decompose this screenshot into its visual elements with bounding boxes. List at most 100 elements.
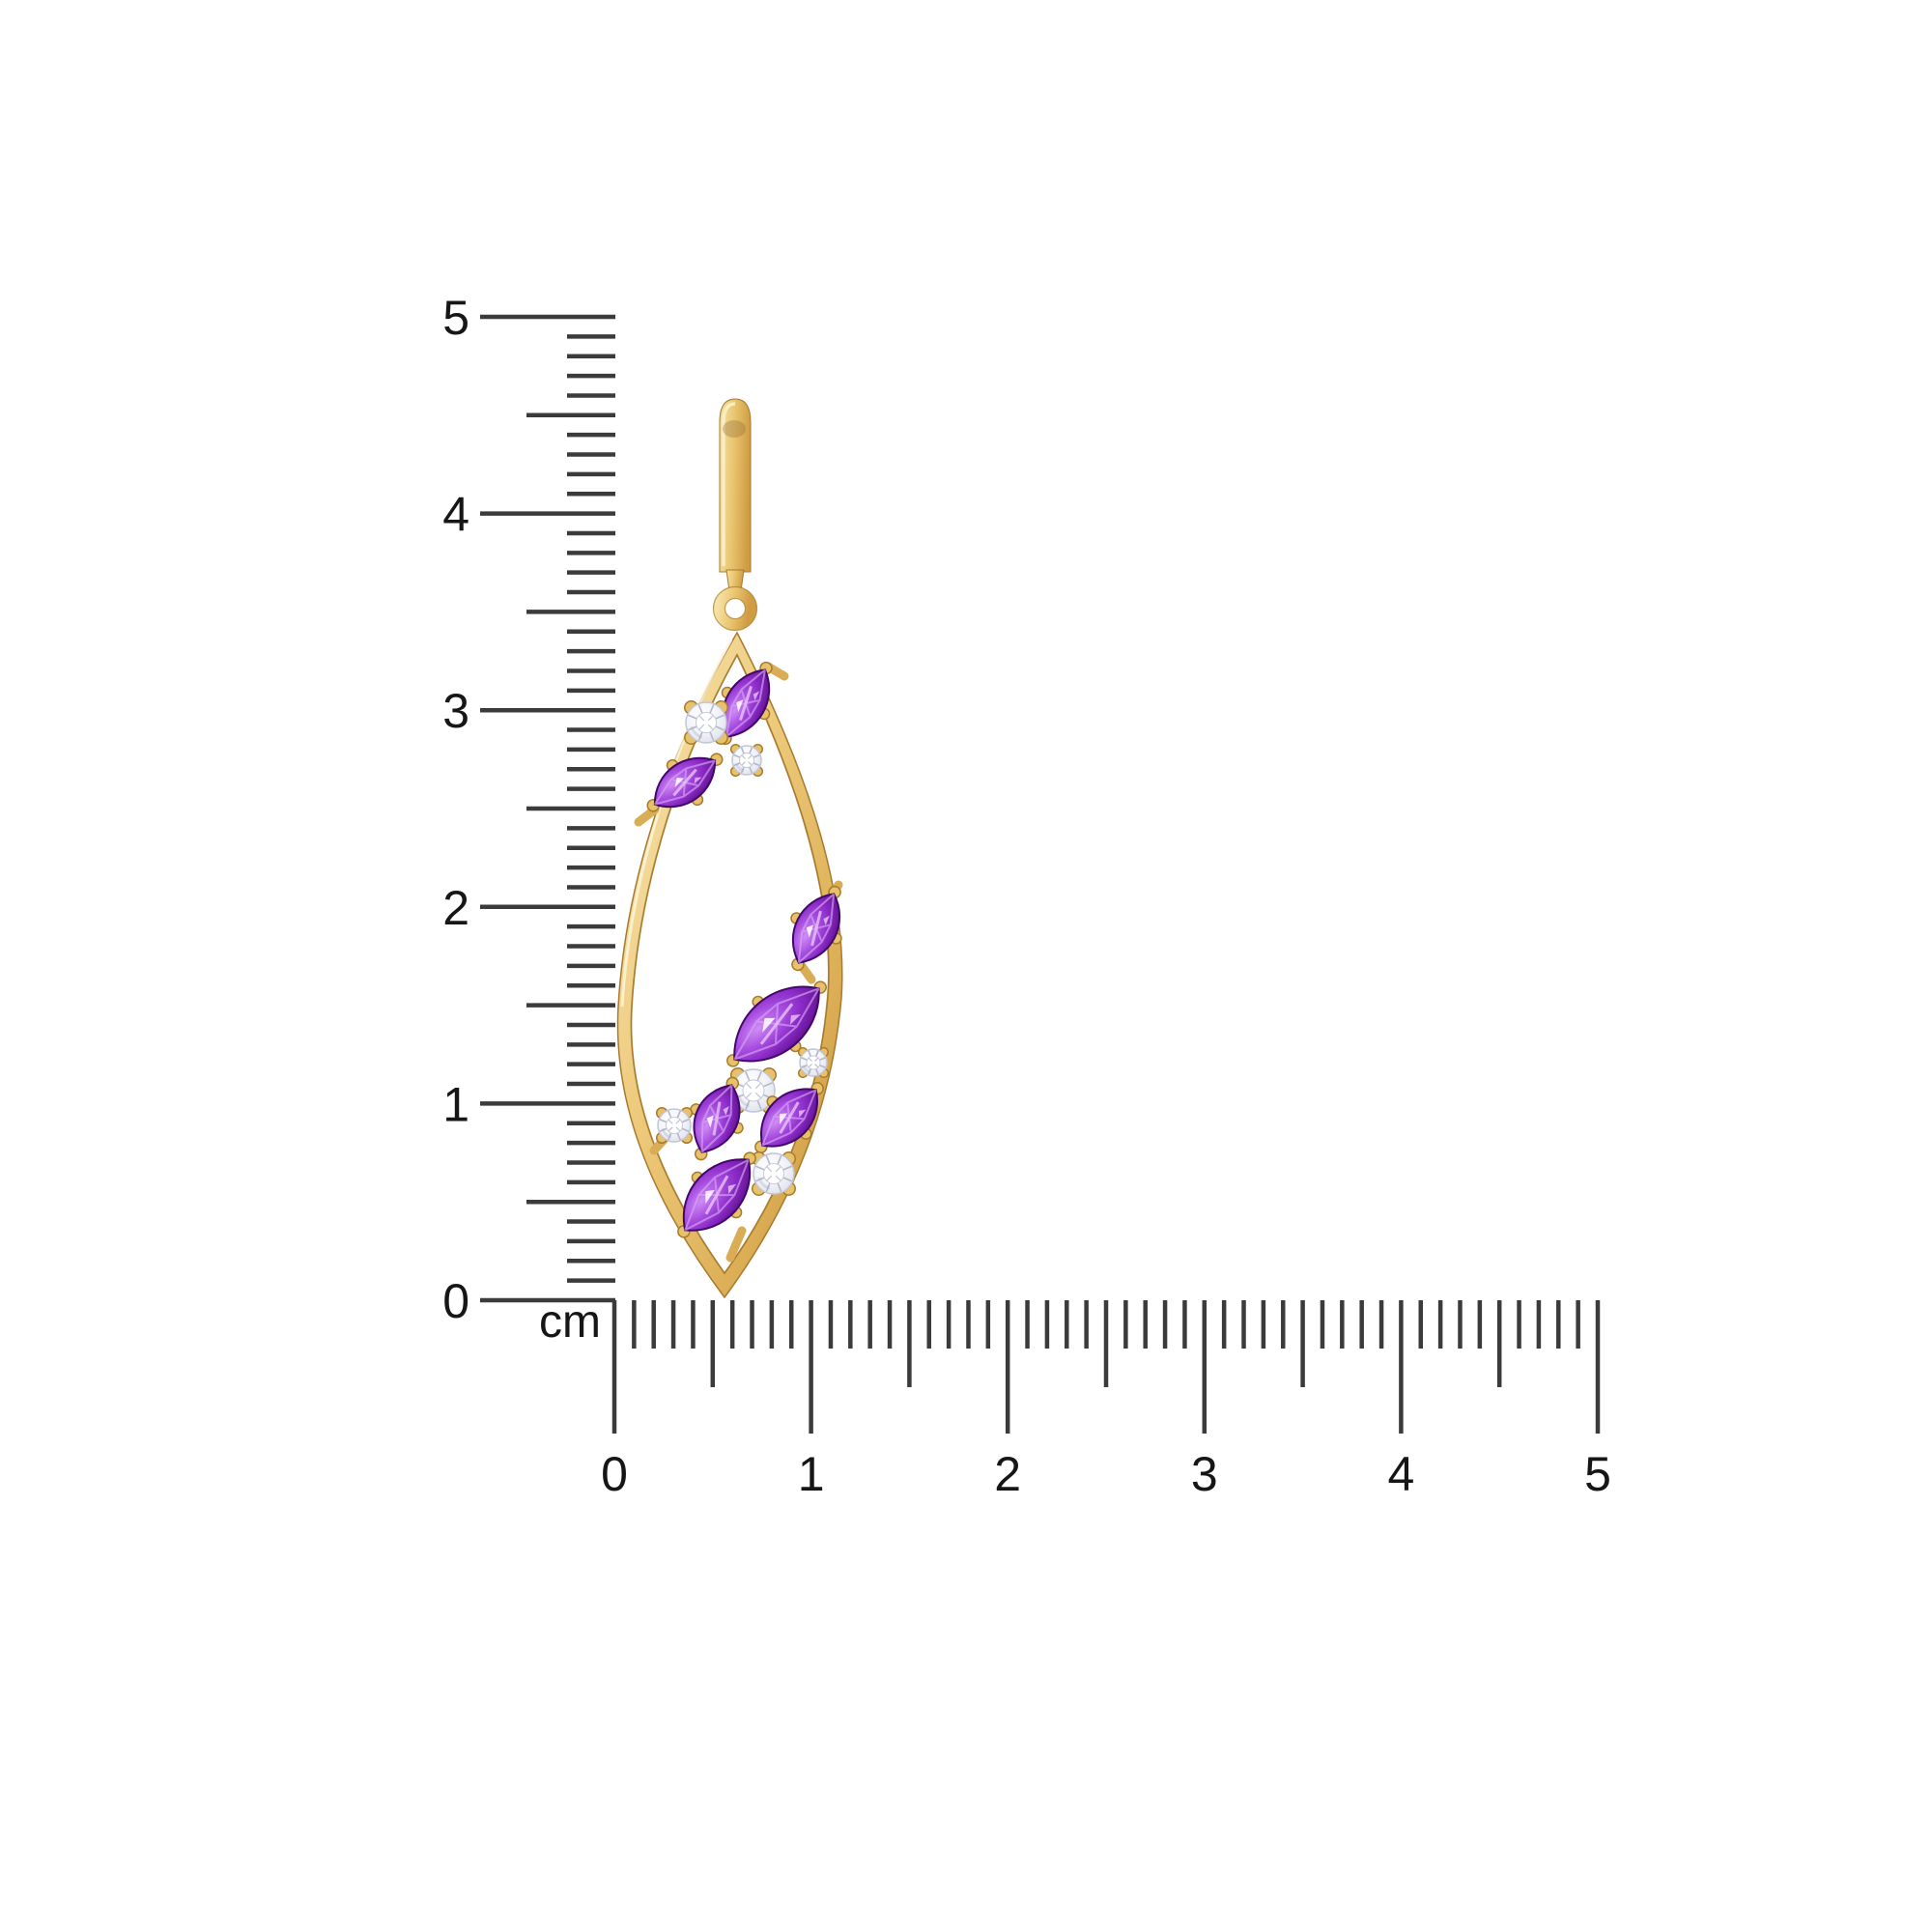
diamond-facet-line: [753, 762, 760, 767]
diamond-facet-line: [782, 1165, 792, 1171]
diamond-table-facet: [808, 1064, 812, 1068]
diamond-facet-line: [668, 1132, 672, 1141]
diamond-facet-line: [782, 1177, 792, 1182]
diamond-facet-line: [749, 747, 753, 754]
diamond-shading: [802, 1065, 811, 1074]
marquise-glint: [736, 699, 744, 713]
marquise-stone: [719, 661, 773, 746]
diamond-facet-line: [688, 714, 697, 720]
diamond-facet-line: [745, 1071, 751, 1082]
diamond-table-facet: [745, 1082, 753, 1090]
marquise-glint: [806, 924, 814, 938]
diamond-table-facet: [668, 1126, 673, 1132]
diamond-facet-line: [801, 1057, 808, 1062]
marquise-facets: [725, 668, 766, 738]
diamond-facet-line: [808, 1068, 812, 1075]
diamond-facet-line: [697, 704, 703, 714]
diamond-table-facet: [675, 1119, 681, 1124]
diamond-facet-line: [755, 1177, 765, 1182]
diamond-facet-line: [740, 747, 745, 754]
diamond-table-facet: [766, 1166, 773, 1173]
diamond-facet-line: [733, 753, 741, 758]
diamond-table-facet: [775, 1175, 781, 1181]
jump-ring: [713, 586, 757, 631]
marquise-glint: [674, 777, 685, 788]
diamond-facet-line: [801, 1064, 808, 1068]
hoop-highlight: [722, 402, 736, 566]
diamond-facet-line: [808, 1050, 812, 1057]
diamond-table-facet: [754, 1092, 762, 1099]
vertical-ruler-number: 1: [442, 1077, 469, 1131]
diamond-stone: [729, 743, 764, 778]
earring-pendant: [616, 398, 843, 1299]
diamond-table-facet: [766, 1175, 773, 1181]
diamond-facet-line: [733, 762, 741, 767]
marquise-streak: [712, 1101, 722, 1136]
marquise-stone: [690, 1076, 744, 1161]
diamond-facet-line: [681, 1119, 690, 1123]
horizontal-ruler-number: 5: [1584, 1447, 1611, 1501]
marquise-facets: [761, 1089, 817, 1147]
diamond-facet-line: [814, 1068, 819, 1075]
stone-cluster: [646, 661, 842, 1238]
diamond-table-facet: [675, 1126, 681, 1132]
diamond-facet-line: [745, 1099, 751, 1110]
diamond-facet-line: [756, 1099, 762, 1110]
marquise-glint: [706, 1115, 714, 1128]
marquise-glint: [798, 1109, 807, 1119]
diamond-facet-line: [777, 1155, 782, 1165]
diamond-table-facet: [775, 1166, 781, 1173]
diamond-stone: [655, 1106, 694, 1145]
diamond-facet-line: [709, 731, 715, 741]
diamond-stone: [752, 1151, 796, 1196]
diamond-facet-line: [715, 725, 724, 731]
diamond-facet-line: [755, 1165, 765, 1171]
marquise-stone: [726, 980, 827, 1067]
diamond-facet-line: [676, 1110, 681, 1119]
diamond-table-facet: [748, 761, 753, 766]
marquise-stone: [754, 1082, 824, 1153]
diamond-table-facet: [741, 754, 746, 759]
horizontal-ruler-number: 0: [601, 1447, 628, 1501]
vertical-ruler-number: 4: [442, 488, 469, 542]
horizontal-ruler-number: 3: [1191, 1447, 1218, 1501]
marquise-glint: [727, 1183, 737, 1195]
gold-connector: [797, 961, 816, 984]
diamond-shading: [757, 1177, 771, 1190]
diamond-table-facet: [741, 761, 746, 766]
vertical-ruler-number: 5: [442, 291, 469, 345]
jump-ring-rim: [724, 597, 747, 620]
gold-connector: [725, 1226, 747, 1263]
marquise-glint: [823, 915, 830, 925]
marquise-streak: [739, 685, 753, 722]
diamond-facet-line: [668, 1110, 672, 1119]
diamond-facet-line: [814, 1050, 819, 1057]
marquise-glint: [723, 1106, 729, 1116]
diamond-table-facet: [748, 754, 753, 759]
horizontal-ruler: 0 1 2 3 4 5: [601, 1300, 1611, 1501]
marquise-facets: [684, 1158, 750, 1232]
diamond-table-facet: [754, 1082, 762, 1090]
marquise-streak: [810, 910, 822, 947]
diamond-shading: [734, 762, 745, 773]
marquise-streak: [704, 1175, 729, 1215]
marquise-facets: [733, 987, 820, 1061]
diamond-facet-line: [715, 714, 724, 720]
diamond-table-facet: [808, 1057, 812, 1062]
marquise-streak: [779, 1101, 800, 1134]
diamond-facet-line: [697, 731, 703, 741]
horizontal-ruler-number: 1: [798, 1447, 825, 1501]
marquise-facets: [797, 893, 836, 964]
horizontal-ruler-number: 2: [994, 1447, 1021, 1501]
diamond-facet-line: [819, 1057, 826, 1062]
unit-label: cm: [539, 1296, 601, 1348]
diamond-table-facet: [745, 1092, 753, 1099]
diamond-table-facet: [814, 1057, 819, 1062]
marquise-stone: [790, 885, 842, 972]
frame-body: [616, 631, 843, 1299]
marquise-glint: [762, 1017, 776, 1033]
diamond-table-facet: [698, 724, 705, 730]
marquise-facets: [654, 759, 716, 806]
